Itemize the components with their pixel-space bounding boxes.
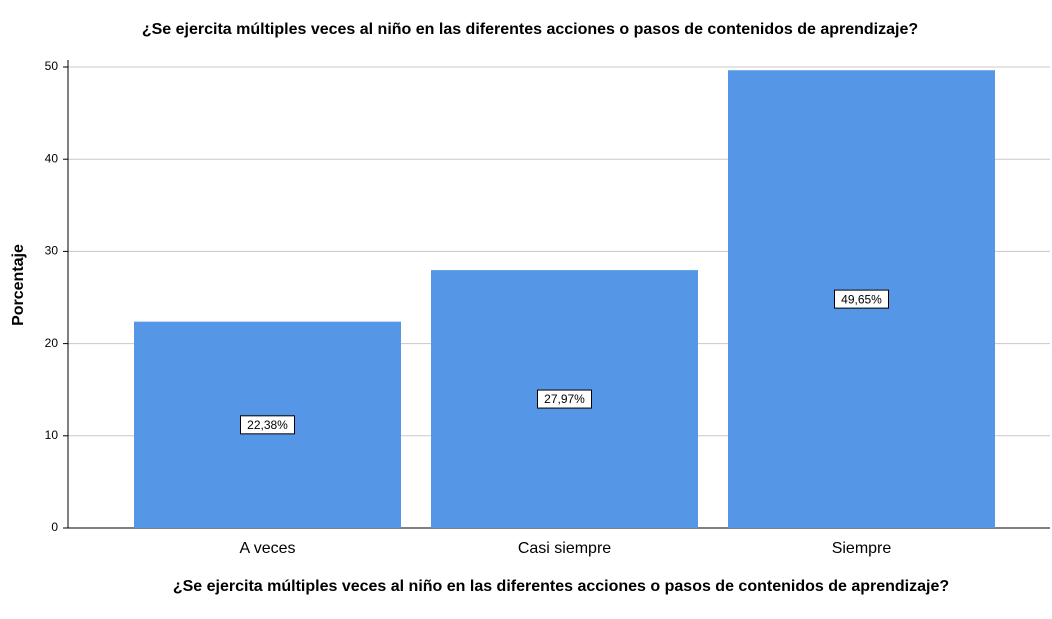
x-axis-label: ¿Se ejercita múltiples veces al niño en … [172, 578, 950, 595]
x-tick-label: Siempre [832, 540, 892, 557]
value-label-box [834, 289, 889, 309]
y-tick-label: 50 [45, 59, 59, 73]
value-label: 22,38% [247, 418, 288, 432]
y-tick-label: 30 [45, 244, 59, 258]
y-axis-label: Porcentaje [10, 244, 27, 326]
value-label-box [537, 389, 592, 409]
y-tick-label: 40 [45, 151, 59, 165]
value-label: 27,97% [544, 392, 585, 406]
y-tick-label: 0 [51, 520, 58, 534]
value-label-box [240, 415, 295, 435]
y-tick-label: 20 [45, 336, 59, 350]
x-tick-label: A veces [239, 540, 295, 557]
y-tick-label: 10 [45, 428, 59, 442]
value-label: 49,65% [841, 292, 882, 306]
x-tick-label: Casi siempre [518, 540, 611, 557]
chart-title: ¿Se ejercita múltiples veces al niño en … [142, 21, 918, 38]
